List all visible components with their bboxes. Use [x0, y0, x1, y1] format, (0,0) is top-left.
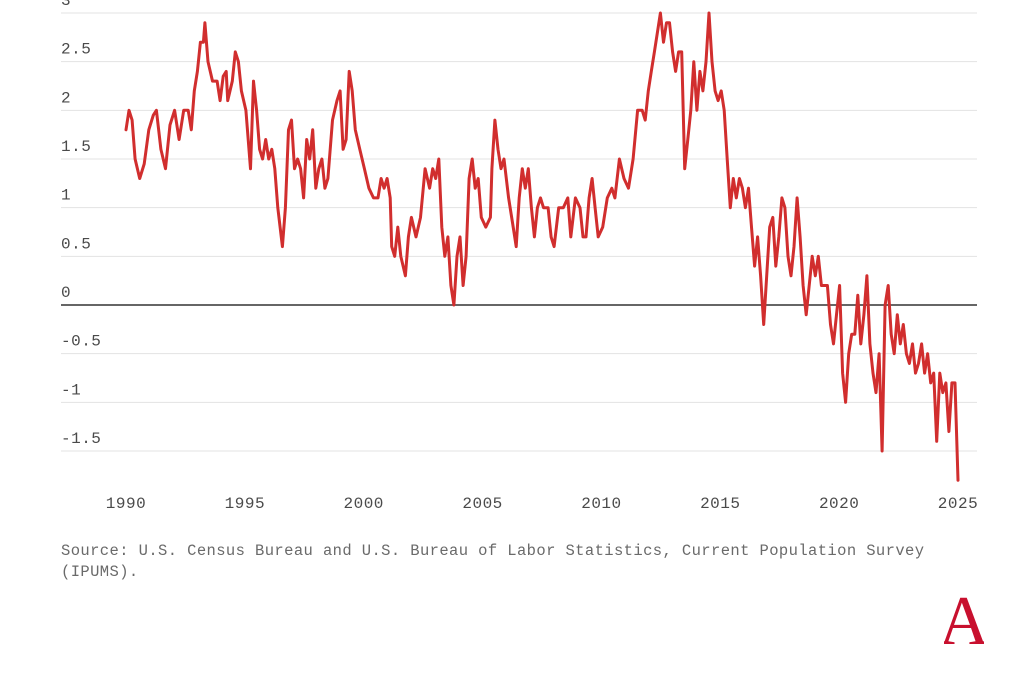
line-chart: 3 2.5 2 1.5 1 0.5 0 -0.5 -1 -1.5 1990 1995 2000 2005… — [61, 0, 978, 513]
y-tick-label: -0.5 — [61, 333, 101, 351]
gridlines — [61, 12, 977, 452]
y-tick-label: 0.5 — [61, 235, 91, 253]
chart: 3 2.5 2 1.5 1 0.5 0 -0.5 -1 -1.5 1990 1995 2000 2005… — [61, 0, 978, 513]
y-tick-label: -1.5 — [61, 430, 101, 448]
y-axis-ticks: 3 2.5 2 1.5 1 0.5 0 -0.5 -1 -1.5 — [61, 0, 101, 448]
series-line — [124, 11, 960, 482]
x-tick-label: 2000 — [344, 495, 384, 513]
y-tick-label: 2 — [61, 89, 71, 107]
source-note: Source: U.S. Census Bureau and U.S. Bure… — [61, 542, 925, 581]
y-tick-label: 2.5 — [61, 41, 91, 59]
y-tick-label: -1 — [61, 381, 81, 399]
x-axis-ticks: 1990 1995 2000 2005 2010 2015 2020 2025 — [106, 495, 978, 513]
publication-logo: A — [944, 586, 984, 650]
y-tick-label: 1.5 — [61, 138, 91, 156]
y-tick-label: 1 — [61, 187, 71, 205]
x-tick-label: 2005 — [462, 495, 502, 513]
x-tick-label: 1990 — [106, 495, 146, 513]
logo-letter: A — [944, 586, 984, 650]
y-tick-label: 0 — [61, 284, 71, 302]
y-tick-label: 3 — [61, 0, 71, 10]
x-tick-label: 2010 — [581, 495, 621, 513]
x-tick-label: 1995 — [225, 495, 265, 513]
x-tick-label: 2015 — [700, 495, 740, 513]
x-tick-label: 2025 — [938, 495, 978, 513]
x-tick-label: 2020 — [819, 495, 859, 513]
